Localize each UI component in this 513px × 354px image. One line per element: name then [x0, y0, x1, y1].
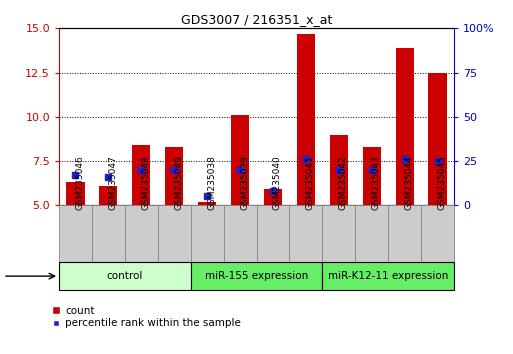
Point	[368, 167, 376, 173]
Bar	[165, 147, 183, 205]
Text: GSM235044: GSM235044	[405, 155, 413, 210]
Point	[401, 156, 409, 162]
Bar	[388, 205, 421, 262]
Bar	[125, 205, 158, 262]
Point	[137, 167, 145, 173]
Point	[170, 167, 179, 173]
Text: control: control	[107, 271, 143, 281]
Bar	[289, 205, 322, 262]
Point	[71, 172, 80, 178]
Bar	[355, 205, 388, 262]
Text: GSM235042: GSM235042	[339, 155, 348, 210]
Bar	[92, 205, 125, 262]
Bar	[322, 205, 355, 262]
Bar	[191, 262, 322, 290]
Legend: count, percentile rank within the sample: count, percentile rank within the sample	[51, 306, 241, 328]
Text: miR-155 expression: miR-155 expression	[205, 271, 308, 281]
Text: GSM235041: GSM235041	[306, 155, 315, 210]
Bar	[158, 205, 191, 262]
Point	[236, 167, 244, 173]
Bar	[224, 205, 256, 262]
Point	[302, 156, 310, 162]
Bar	[59, 262, 191, 290]
Bar	[330, 135, 348, 205]
Point	[433, 158, 442, 164]
Bar	[322, 262, 454, 290]
Bar	[132, 145, 150, 205]
Bar	[66, 182, 85, 205]
Bar	[100, 186, 117, 205]
Bar	[198, 202, 216, 205]
Text: GSM235049: GSM235049	[174, 155, 183, 210]
Point	[104, 174, 112, 180]
Bar	[428, 73, 447, 205]
Point	[203, 194, 211, 199]
Bar	[231, 115, 249, 205]
Point	[269, 188, 277, 194]
Title: GDS3007 / 216351_x_at: GDS3007 / 216351_x_at	[181, 13, 332, 26]
Point	[334, 167, 343, 173]
Bar	[396, 48, 413, 205]
Text: GSM235040: GSM235040	[273, 155, 282, 210]
Bar	[421, 205, 454, 262]
Text: GSM235048: GSM235048	[141, 155, 150, 210]
Bar	[191, 205, 224, 262]
Bar	[256, 205, 289, 262]
Text: GSM235047: GSM235047	[108, 155, 117, 210]
Text: GSM235043: GSM235043	[372, 155, 381, 210]
Bar	[264, 189, 282, 205]
Bar	[59, 205, 92, 262]
Text: GSM235046: GSM235046	[75, 155, 85, 210]
Text: GSM235045: GSM235045	[438, 155, 446, 210]
Text: miR-K12-11 expression: miR-K12-11 expression	[328, 271, 448, 281]
Text: GSM235038: GSM235038	[207, 155, 216, 210]
Text: GSM235039: GSM235039	[240, 155, 249, 210]
Bar	[297, 34, 315, 205]
Bar	[363, 147, 381, 205]
